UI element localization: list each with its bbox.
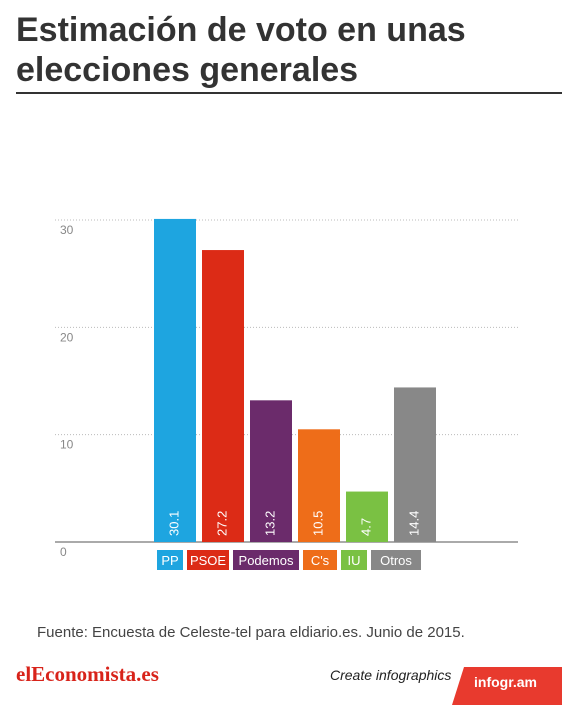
- bar-PSOE: [202, 250, 244, 542]
- bar-value-label-2: 13.2: [262, 511, 277, 536]
- infogram-badge[interactable]: [452, 667, 562, 705]
- bar-value-label-4: 4.7: [358, 518, 373, 536]
- create-infographics-link[interactable]: Create infographics: [330, 667, 452, 683]
- infogram-badge-label[interactable]: infogr.am: [474, 674, 538, 690]
- legend-label-0: PP: [161, 553, 178, 568]
- legend-swatch-4: [341, 550, 367, 570]
- y-tick-label-2: 20: [60, 330, 74, 344]
- legend-label-2: Podemos: [239, 553, 294, 568]
- legend-swatch-0: [157, 550, 183, 570]
- bar-value-label-1: 27.2: [214, 511, 229, 536]
- legend-label-5: Otros: [380, 553, 412, 568]
- bar-PP: [154, 218, 196, 542]
- bar-value-label-3: 10.5: [310, 511, 325, 536]
- legend-swatch-3: [303, 550, 337, 570]
- badge-shape: [452, 667, 562, 705]
- y-tick-label-1: 10: [60, 438, 74, 452]
- bar-Otros: [394, 387, 436, 542]
- legend-label-1: PSOE: [190, 553, 226, 568]
- chart-title: Estimación de voto en unas elecciones ge…: [16, 10, 562, 94]
- brand-logo[interactable]: elEconomista.es: [16, 662, 159, 686]
- bar-IU: [346, 491, 388, 542]
- legend-swatch-1: [187, 550, 229, 570]
- source-note: Fuente: Encuesta de Celeste-tel para eld…: [37, 624, 465, 641]
- bar-C's: [298, 429, 340, 542]
- bar-Podemos: [250, 400, 292, 542]
- bar-value-label-5: 14.4: [406, 511, 421, 536]
- legend-swatch-5: [371, 550, 421, 570]
- legend-label-3: C's: [311, 553, 330, 568]
- legend-swatch-2: [233, 550, 299, 570]
- legend-label-4: IU: [348, 553, 361, 568]
- bar-value-label-0: 30.1: [166, 511, 181, 536]
- y-tick-label-3: 30: [60, 223, 74, 237]
- y-tick-label-0: 0: [60, 545, 67, 559]
